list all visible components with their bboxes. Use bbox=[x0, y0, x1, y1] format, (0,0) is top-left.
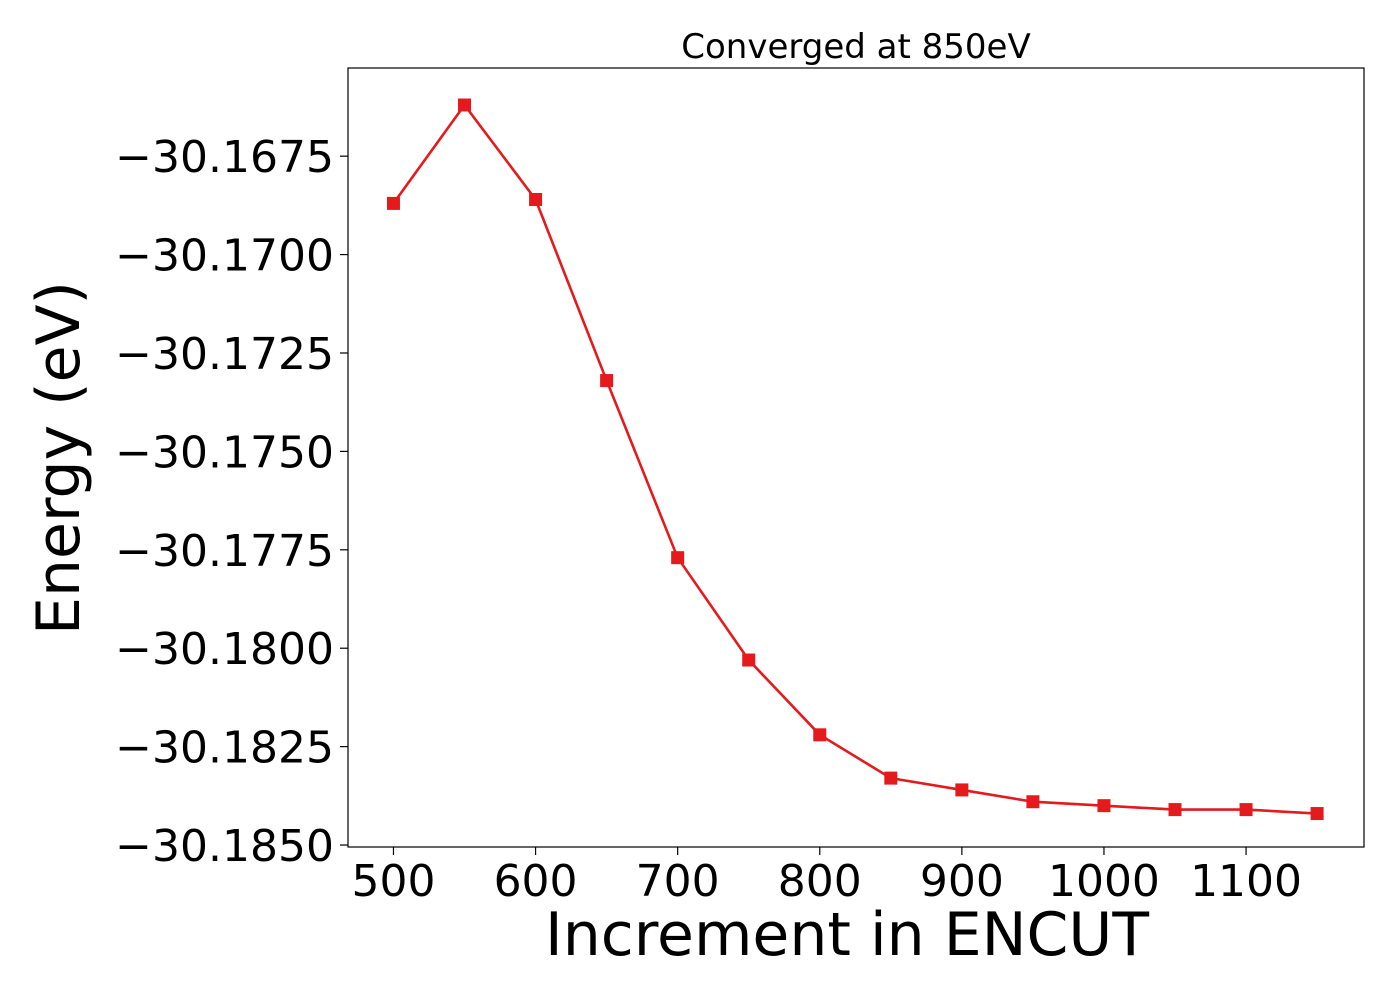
data-point-marker bbox=[1097, 799, 1111, 813]
x-tick-label: 900 bbox=[920, 856, 1004, 907]
data-point-marker bbox=[458, 98, 472, 112]
y-tick-label: −30.1800 bbox=[115, 624, 334, 675]
ticks-layer: 500 600 700 800 900 1000 1100 −30.1675 −30.1700 −… bbox=[115, 132, 1302, 907]
y-tick-label: −30.1825 bbox=[115, 723, 334, 774]
y-tick-label: −30.1700 bbox=[115, 231, 334, 282]
data-point-marker bbox=[386, 196, 400, 210]
chart-title: Converged at 850eV bbox=[681, 27, 1030, 67]
data-point-marker bbox=[1168, 803, 1182, 817]
x-tick-label: 1000 bbox=[1048, 856, 1160, 907]
x-tick-label: 800 bbox=[778, 856, 862, 907]
data-point-marker bbox=[813, 728, 827, 742]
x-tick-label: 700 bbox=[636, 856, 720, 907]
x-tick-label: 1100 bbox=[1190, 856, 1302, 907]
y-tick-label: −30.1850 bbox=[115, 821, 334, 872]
data-point-marker bbox=[884, 771, 898, 785]
y-tick-label: −30.1775 bbox=[115, 526, 334, 577]
y-tick-label: −30.1675 bbox=[115, 132, 334, 183]
data-point-marker bbox=[671, 551, 685, 565]
data-point-marker bbox=[742, 653, 756, 667]
series-line bbox=[392, 103, 1318, 815]
plot-frame bbox=[347, 67, 1365, 848]
x-tick-label: 600 bbox=[494, 856, 578, 907]
y-tick-label: −30.1750 bbox=[115, 427, 334, 478]
series-layer bbox=[386, 98, 1324, 821]
data-point-marker bbox=[955, 783, 969, 797]
data-point-marker bbox=[1239, 803, 1253, 817]
y-tick-label: −30.1725 bbox=[115, 329, 334, 380]
y-axis-label: Energy (eV) bbox=[24, 281, 94, 635]
data-point-marker bbox=[600, 374, 614, 388]
x-axis-label: Increment in ENCUT bbox=[545, 900, 1149, 970]
data-point-marker bbox=[529, 192, 543, 206]
x-tick-label: 500 bbox=[351, 856, 435, 907]
data-point-marker bbox=[1310, 807, 1324, 821]
data-point-marker bbox=[1026, 795, 1040, 809]
